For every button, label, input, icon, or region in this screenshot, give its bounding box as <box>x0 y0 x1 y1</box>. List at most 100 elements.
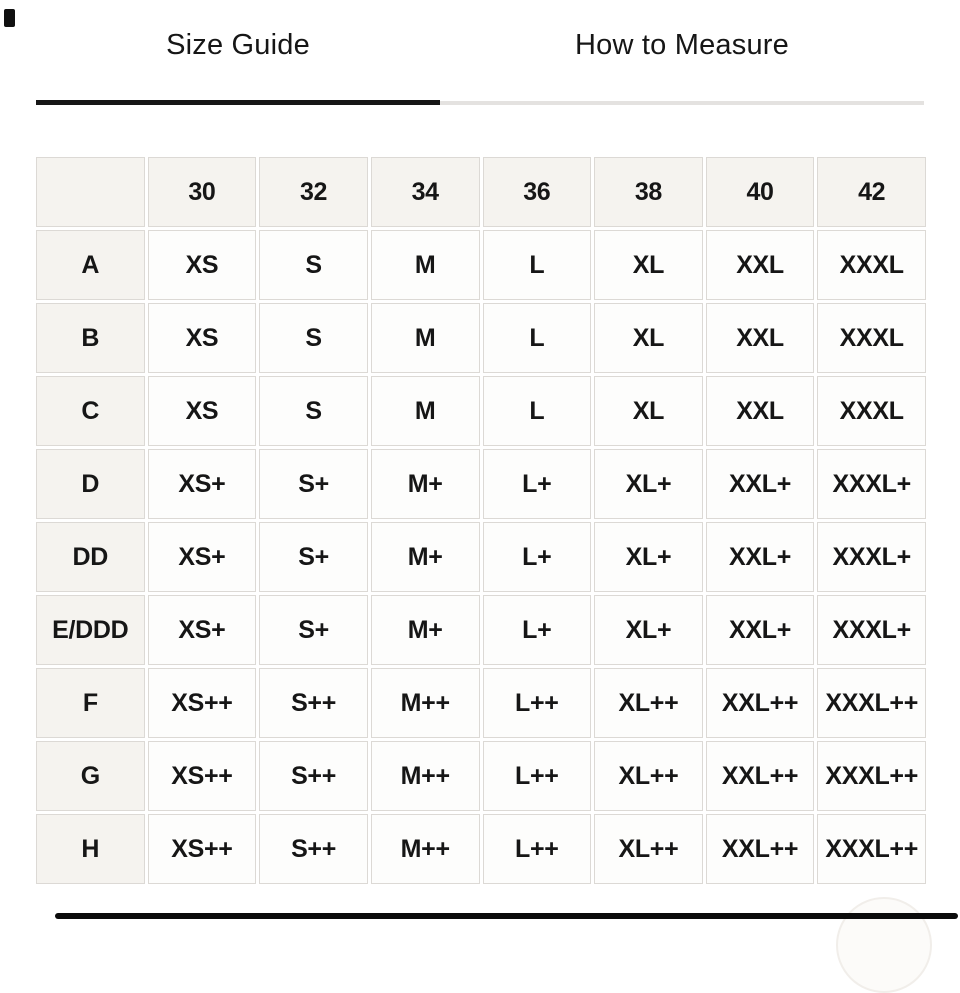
size-cell: XXL+ <box>705 595 815 665</box>
size-cell: M++ <box>370 814 480 884</box>
size-cell: L++ <box>482 741 592 811</box>
cup-row-label: D <box>36 449 145 519</box>
size-cell: L <box>482 376 592 446</box>
size-cell: M+ <box>370 522 480 592</box>
band-size-header: 38 <box>594 157 703 227</box>
size-cell: XS++ <box>147 741 257 811</box>
table-row: DD XS+ S+ M+ L+ XL+ XXL+ XXXL+ <box>36 522 926 592</box>
size-cell: M <box>370 303 480 373</box>
size-cell: XL++ <box>594 668 703 738</box>
size-cell: XXXL <box>817 376 926 446</box>
horizontal-scrollbar-thumb[interactable] <box>55 913 958 919</box>
table-row: G XS++ S++ M++ L++ XL++ XXL++ XXXL++ <box>36 741 926 811</box>
size-cell: XL <box>594 303 703 373</box>
size-cell: XS+ <box>147 595 257 665</box>
size-cell: XXL++ <box>705 668 815 738</box>
size-cell: XS+ <box>147 522 257 592</box>
table-row: C XS S M L XL XXL XXXL <box>36 376 926 446</box>
size-guide-table: 30 32 34 36 38 40 42 A XS S M L XL XXL XXXL B XS S M L XL XX… <box>33 154 929 887</box>
size-cell: XXXL++ <box>817 741 926 811</box>
band-size-header: 40 <box>705 157 815 227</box>
size-cell: S++ <box>259 741 368 811</box>
size-cell: XL+ <box>594 595 703 665</box>
band-size-header: 42 <box>817 157 926 227</box>
size-cell: XL+ <box>594 522 703 592</box>
size-cell: XXL++ <box>705 814 815 884</box>
size-cell: XXXL+ <box>817 449 926 519</box>
size-cell: L <box>482 230 592 300</box>
size-cell: XL+ <box>594 449 703 519</box>
size-cell: L+ <box>482 595 592 665</box>
size-cell: S++ <box>259 814 368 884</box>
size-cell: XL++ <box>594 741 703 811</box>
size-cell: XS <box>147 230 257 300</box>
table-row: B XS S M L XL XXL XXXL <box>36 303 926 373</box>
cup-row-label: B <box>36 303 145 373</box>
size-cell: XXXL <box>817 230 926 300</box>
table-row: H XS++ S++ M++ L++ XL++ XXL++ XXXL++ <box>36 814 926 884</box>
corner-cell <box>36 157 145 227</box>
size-cell: S+ <box>259 449 368 519</box>
size-cell: M++ <box>370 741 480 811</box>
size-cell: XXXL++ <box>817 668 926 738</box>
size-cell: M++ <box>370 668 480 738</box>
size-cell: S+ <box>259 522 368 592</box>
size-cell: XS+ <box>147 449 257 519</box>
cup-row-label: A <box>36 230 145 300</box>
size-cell: XXL+ <box>705 522 815 592</box>
size-cell: S <box>259 303 368 373</box>
cup-row-label: DD <box>36 522 145 592</box>
size-cell: XXXL+ <box>817 522 926 592</box>
size-cell: XXL+ <box>705 449 815 519</box>
size-cell: S <box>259 230 368 300</box>
size-cell: L++ <box>482 814 592 884</box>
size-cell: XL <box>594 376 703 446</box>
size-cell: XS++ <box>147 668 257 738</box>
table-row: A XS S M L XL XXL XXXL <box>36 230 926 300</box>
size-cell: L+ <box>482 449 592 519</box>
tab-size-guide[interactable]: Size Guide <box>36 0 440 105</box>
tab-how-to-measure-label: How to Measure <box>575 29 789 61</box>
size-cell: XS++ <box>147 814 257 884</box>
tab-size-guide-label: Size Guide <box>166 29 310 61</box>
cup-row-label: E/DDD <box>36 595 145 665</box>
scroll-decoration-circle <box>836 897 932 993</box>
size-cell: L+ <box>482 522 592 592</box>
size-cell: XXL <box>705 376 815 446</box>
size-cell: XS <box>147 303 257 373</box>
band-size-header: 36 <box>482 157 592 227</box>
band-size-header: 30 <box>147 157 257 227</box>
size-cell: XXL++ <box>705 741 815 811</box>
size-cell: XXL <box>705 303 815 373</box>
active-tab-underline <box>36 100 440 105</box>
tab-how-to-measure[interactable]: How to Measure <box>440 0 924 105</box>
size-cell: L++ <box>482 668 592 738</box>
size-cell: M <box>370 376 480 446</box>
size-cell: XL <box>594 230 703 300</box>
size-cell: M+ <box>370 595 480 665</box>
band-size-header: 34 <box>370 157 480 227</box>
cup-row-label: F <box>36 668 145 738</box>
size-cell: XXXL+ <box>817 595 926 665</box>
table-row: E/DDD XS+ S+ M+ L+ XL+ XXL+ XXXL+ <box>36 595 926 665</box>
band-size-header: 32 <box>259 157 368 227</box>
top-left-artifact <box>4 9 15 27</box>
table-row: D XS+ S+ M+ L+ XL+ XXL+ XXXL+ <box>36 449 926 519</box>
size-cell: S++ <box>259 668 368 738</box>
cup-row-label: C <box>36 376 145 446</box>
band-size-header-row: 30 32 34 36 38 40 42 <box>36 157 926 227</box>
cup-row-label: G <box>36 741 145 811</box>
size-cell: XXL <box>705 230 815 300</box>
cup-row-label: H <box>36 814 145 884</box>
size-cell: S <box>259 376 368 446</box>
size-cell: XXXL++ <box>817 814 926 884</box>
table-row: F XS++ S++ M++ L++ XL++ XXL++ XXXL++ <box>36 668 926 738</box>
size-cell: L <box>482 303 592 373</box>
size-cell: S+ <box>259 595 368 665</box>
size-cell: XXXL <box>817 303 926 373</box>
tab-bar: Size Guide How to Measure <box>36 0 924 105</box>
size-cell: XL++ <box>594 814 703 884</box>
size-cell: M+ <box>370 449 480 519</box>
size-cell: M <box>370 230 480 300</box>
size-cell: XS <box>147 376 257 446</box>
